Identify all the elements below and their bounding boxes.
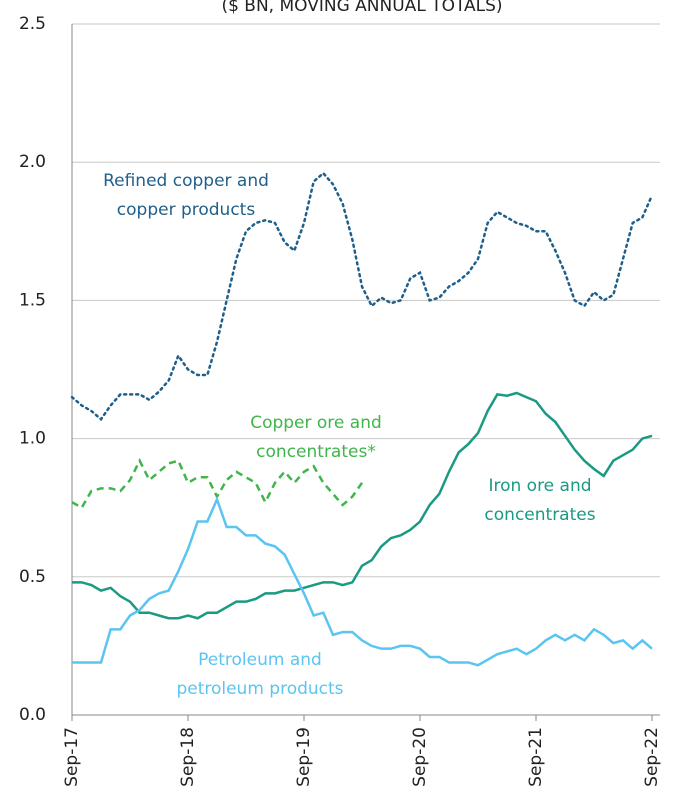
annotation: Iron ore and	[488, 476, 591, 496]
x-tick-label: Sep-21	[526, 727, 546, 787]
y-tick-label: 0.0	[19, 705, 46, 725]
y-tick-label: 0.5	[19, 567, 46, 587]
y-tick-label: 1.5	[19, 290, 46, 310]
y-tick-label: 2.5	[19, 14, 46, 34]
series-line	[72, 391, 653, 620]
annotation: concentrates*	[256, 442, 376, 462]
x-tick-label: Sep-19	[294, 727, 314, 787]
series-line	[70, 171, 654, 422]
annotation: copper products	[117, 200, 256, 220]
annotation: Copper ore and	[250, 413, 382, 433]
y-tick-label: 2.0	[19, 152, 46, 172]
x-tick-label: Sep-18	[178, 727, 198, 787]
series-line	[72, 495, 653, 667]
x-tick-label: Sep-17	[62, 727, 82, 787]
x-tick-label: Sep-20	[410, 727, 430, 787]
annotation: petroleum products	[176, 679, 343, 699]
x-tick-label: Sep-22	[642, 727, 662, 787]
y-tick-label: 1.0	[19, 429, 46, 449]
annotation: Petroleum and	[198, 650, 322, 670]
chart-title: ($ BN, MOVING ANNUAL TOTALS)	[221, 0, 502, 16]
annotation: Refined copper and	[103, 171, 269, 191]
annotation: concentrates	[484, 505, 595, 525]
